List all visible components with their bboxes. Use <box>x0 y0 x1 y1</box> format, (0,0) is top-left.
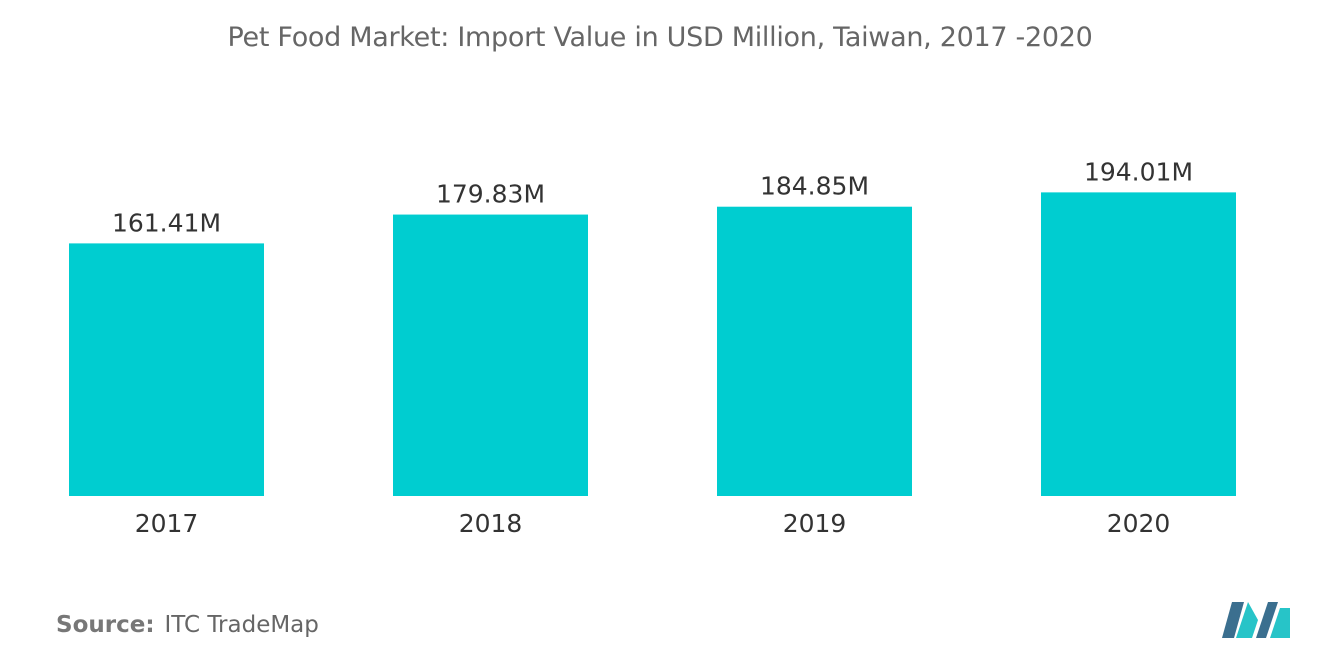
data-label-2018: 179.83M <box>436 180 545 209</box>
bar-2020 <box>1041 192 1236 497</box>
source-note: Source: ITC TradeMap <box>56 612 319 638</box>
bar-2019 <box>717 206 912 496</box>
data-label-2020: 194.01M <box>1084 157 1193 186</box>
source-label: Source: <box>56 612 155 638</box>
x-tick-label-2017: 2017 <box>135 509 199 538</box>
mordor-intelligence-logo-icon <box>1222 602 1290 638</box>
x-tick-label-2020: 2020 <box>1107 509 1171 538</box>
bar-chart: 161.41M 2017 179.83M 2018 184.85M 2019 194.01M… <box>69 157 1236 538</box>
bar-2017 <box>69 243 264 496</box>
chart-title: Pet Food Market: Import Value in USD Mil… <box>227 22 1093 53</box>
data-label-2019: 184.85M <box>760 172 869 201</box>
source-text: ITC TradeMap <box>164 612 319 638</box>
bar-2018 <box>393 214 588 497</box>
x-tick-label-2018: 2018 <box>459 509 523 538</box>
x-tick-label-2019: 2019 <box>783 509 847 538</box>
data-label-2017: 161.41M <box>112 208 221 237</box>
